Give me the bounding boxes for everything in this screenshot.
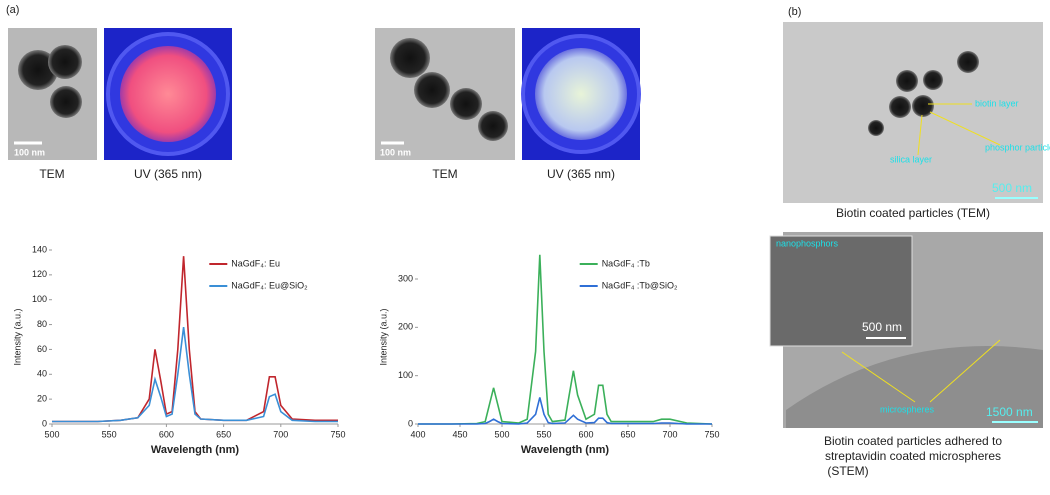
x-tick-label: 600 xyxy=(159,429,174,439)
particle xyxy=(957,51,979,73)
y-tick-label: 60 xyxy=(37,344,47,354)
caption: TEM xyxy=(432,167,457,181)
x-tick-label: 700 xyxy=(273,429,288,439)
y-tick-label: 120 xyxy=(32,269,47,279)
y-axis-label: Intensity (a.u.) xyxy=(378,308,388,365)
particle xyxy=(896,70,918,92)
y-tick-label: 300 xyxy=(398,273,413,283)
x-tick-label: 450 xyxy=(452,429,467,439)
x-axis-label: Wavelength (nm) xyxy=(521,444,610,456)
x-tick-label: 650 xyxy=(216,429,231,439)
annotation: phosphor particle xyxy=(985,142,1050,152)
particle xyxy=(478,111,508,141)
legend-label: NaGdF₄ :Tb xyxy=(602,258,650,268)
arrow xyxy=(917,114,923,156)
microsphere xyxy=(786,346,1043,428)
particle xyxy=(48,45,82,79)
x-tick-label: 500 xyxy=(494,429,509,439)
x-tick-label: 400 xyxy=(410,429,425,439)
particle xyxy=(414,72,450,108)
annotation: silica layer xyxy=(890,154,932,164)
y-tick-label: 40 xyxy=(37,369,47,379)
x-axis-label: Wavelength (nm) xyxy=(151,444,240,456)
inset-label: nanophosphors xyxy=(776,238,839,248)
y-tick-label: 0 xyxy=(42,418,47,428)
series-line xyxy=(418,254,713,425)
particle xyxy=(50,86,82,118)
annotation: biotin layer xyxy=(975,98,1019,108)
particle xyxy=(18,50,58,90)
scale-label: 1500 nm xyxy=(986,405,1033,419)
particle xyxy=(923,70,943,90)
x-tick-label: 550 xyxy=(102,429,117,439)
particle xyxy=(868,120,884,136)
scale-label: 100 nm xyxy=(380,147,411,157)
legend-label: NaGdF₄: Eu xyxy=(231,258,280,268)
scale-label: 500 nm xyxy=(862,320,902,334)
series-line xyxy=(418,397,712,425)
y-tick-label: 0 xyxy=(408,418,413,428)
particle xyxy=(912,95,934,117)
particle xyxy=(450,88,482,120)
inset-image xyxy=(769,235,913,347)
legend-label: NaGdF₄: Eu@SiO₂ xyxy=(231,280,308,290)
series-line xyxy=(52,327,338,423)
caption: UV (365 nm) xyxy=(134,167,202,181)
particle xyxy=(889,96,911,118)
caption: Biotin coated particles (TEM) xyxy=(836,206,990,220)
annotation: microspheres xyxy=(880,404,935,414)
sample xyxy=(535,48,627,140)
caption: UV (365 nm) xyxy=(547,167,615,181)
scale-label: 500 nm xyxy=(992,181,1032,195)
x-tick-label: 650 xyxy=(620,429,635,439)
y-tick-label: 80 xyxy=(37,319,47,329)
tem-image xyxy=(783,22,1043,203)
caption: streptavidin coated microspheres xyxy=(825,449,1001,463)
legend-label: NaGdF₄ :Tb@SiO₂ xyxy=(602,280,678,290)
x-tick-label: 600 xyxy=(578,429,593,439)
y-axis-label: Intensity (a.u.) xyxy=(12,308,22,365)
x-tick-label: 750 xyxy=(330,429,345,439)
y-tick-label: 140 xyxy=(32,244,47,254)
particle xyxy=(390,38,430,78)
x-tick-label: 750 xyxy=(704,429,719,439)
panel-label: (b) xyxy=(788,6,801,18)
y-tick-label: 20 xyxy=(37,394,47,404)
y-tick-label: 200 xyxy=(398,322,413,332)
caption: Biotin coated particles adhered to xyxy=(824,434,1002,448)
sample xyxy=(120,46,216,142)
arrow xyxy=(929,339,1001,403)
scale-label: 100 nm xyxy=(14,147,45,157)
y-tick-label: 100 xyxy=(398,370,413,380)
caption: (STEM) xyxy=(827,464,868,478)
x-tick-label: 700 xyxy=(662,429,677,439)
x-tick-label: 500 xyxy=(44,429,59,439)
x-tick-label: 550 xyxy=(536,429,551,439)
arrow xyxy=(841,351,916,403)
y-tick-label: 100 xyxy=(32,294,47,304)
panel-label: (a) xyxy=(6,4,19,16)
arrow xyxy=(929,111,1001,146)
caption: TEM xyxy=(39,167,64,181)
